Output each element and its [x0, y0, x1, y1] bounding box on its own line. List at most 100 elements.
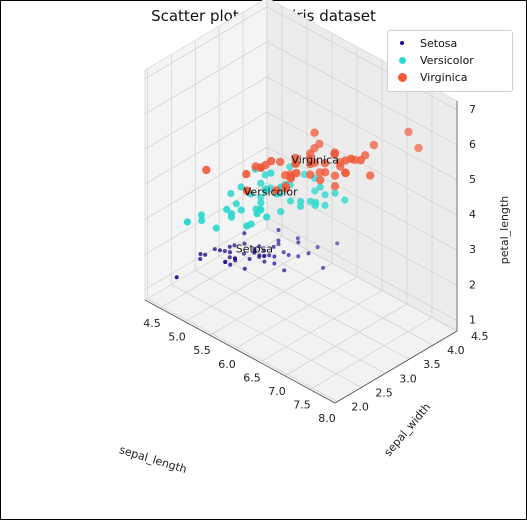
point-virginica: [306, 159, 315, 169]
point-versicolor: [297, 197, 305, 205]
point-setosa: [212, 247, 217, 252]
point-versicolor: [198, 216, 206, 225]
tick-labels: 4.5 5.0 5.5 6.0 6.5 7.0 7.5 8.0 2.0 2.5 3.0 3.5 4.0 4…: [143, 103, 488, 425]
point-virginica: [310, 128, 319, 137]
point-setosa: [227, 255, 232, 260]
point-virginica: [321, 168, 330, 177]
point-versicolor: [237, 206, 245, 214]
point-setosa: [257, 244, 262, 249]
point-virginica: [242, 169, 251, 179]
annotation-setosa: Setosa: [236, 243, 273, 256]
point-versicolor: [253, 210, 261, 218]
point-virginica: [330, 148, 339, 157]
point-versicolor: [331, 189, 339, 197]
z-tick-label: 5: [469, 173, 476, 186]
legend: Setosa Versicolor Virginica: [387, 30, 513, 92]
point-setosa: [295, 236, 300, 241]
grid-line-z: [144, 76, 268, 150]
z-axis-label: petal_length: [498, 196, 511, 264]
axis-lines: [144, 101, 458, 404]
point-setosa: [267, 253, 272, 258]
point-versicolor: [341, 196, 349, 204]
legend-marker-setosa: [400, 41, 404, 45]
annotations: Setosa Versicolor Virginica: [236, 153, 339, 255]
grid-line-x: [159, 235, 283, 309]
point-setosa: [228, 250, 232, 255]
point-setosa: [306, 251, 311, 256]
z-tick-label: 3: [469, 243, 476, 256]
point-versicolor: [243, 222, 251, 230]
point-versicolor: [286, 197, 295, 205]
point-setosa: [228, 262, 233, 267]
point-setosa: [272, 261, 277, 266]
y-tick-label: 2.0: [351, 401, 369, 414]
grid-line-z: [144, 6, 268, 80]
point-versicolor: [321, 201, 329, 209]
point-setosa: [257, 253, 262, 258]
y-tick-label: 4.0: [447, 344, 465, 357]
point-setosa: [335, 241, 340, 246]
point-virginica: [320, 159, 330, 168]
point-versicolor: [227, 190, 235, 198]
point-setosa: [174, 275, 179, 280]
point-virginica: [341, 168, 350, 178]
point-setosa: [286, 253, 291, 257]
point-setosa: [223, 260, 228, 264]
point-virginica: [330, 182, 340, 191]
grid-line-y: [171, 284, 362, 388]
grid-line-z: [266, 76, 458, 181]
grid-lines: [144, 0, 458, 404]
point-versicolor: [263, 213, 271, 221]
point-setosa: [232, 243, 237, 248]
x-axis-line: [144, 299, 336, 404]
point-versicolor: [212, 224, 220, 232]
point-virginica: [346, 154, 356, 163]
point-versicolor: [197, 211, 206, 219]
point-versicolor: [227, 213, 236, 221]
grid-line-z: [266, 217, 458, 321]
point-setosa: [227, 244, 232, 249]
point-versicolor: [300, 170, 308, 178]
grid-line-x: [234, 276, 358, 350]
point-setosa: [198, 252, 203, 256]
x-tick-label: 4.5: [143, 317, 161, 330]
z-tick-label: 7: [469, 103, 476, 116]
point-versicolor: [232, 200, 240, 208]
point-versicolor: [321, 191, 329, 199]
point-setosa: [222, 249, 227, 253]
point-setosa: [252, 249, 257, 254]
point-virginica: [404, 127, 413, 137]
point-setosa: [242, 231, 247, 236]
point-versicolor: [277, 208, 285, 216]
point-virginica: [291, 159, 300, 168]
grid-line-y: [195, 270, 386, 374]
point-versicolor: [257, 199, 265, 207]
grid-line-x: [309, 317, 433, 390]
point-setosa: [262, 259, 267, 264]
point-setosa: [276, 238, 281, 243]
grid-line-z: [144, 146, 268, 220]
legend-item-versicolor: Versicolor: [396, 52, 474, 68]
point-setosa: [247, 257, 252, 261]
legend-label-virginica: Virginica: [420, 70, 468, 84]
point-setosa: [242, 241, 247, 246]
point-virginica: [306, 170, 315, 179]
x-axis-label: sepal_length: [118, 443, 189, 476]
y-tick-label: 3.0: [399, 372, 417, 385]
grid-line-z: [266, 41, 458, 146]
x-tick-label: 6.5: [243, 371, 261, 384]
point-virginica: [276, 157, 285, 167]
x-tick-label: 8.0: [318, 412, 336, 425]
point-setosa: [272, 254, 277, 259]
x-tick-label: 7.0: [268, 385, 286, 398]
point-virginica: [330, 171, 340, 180]
point-versicolor: [316, 183, 324, 191]
point-setosa: [271, 244, 276, 249]
z-tick-label: 1: [469, 313, 476, 326]
point-setosa: [203, 252, 208, 257]
x-tick-label: 5.5: [193, 344, 211, 357]
point-virginica: [256, 163, 266, 172]
point-virginica: [316, 175, 325, 185]
point-virginica: [356, 156, 365, 165]
y-axis-line: [334, 330, 458, 404]
